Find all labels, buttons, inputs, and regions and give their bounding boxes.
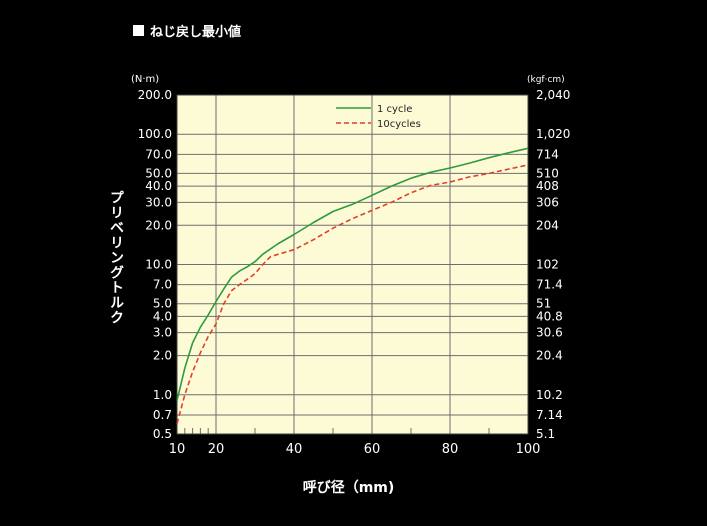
y-tick-label-right: 51 — [536, 297, 551, 311]
y-tick-label-left: 1.0 — [153, 388, 172, 402]
right-axis-unit: (kgf·cm) — [527, 75, 565, 85]
chart-title-block: ねじ戻し最小値 — [133, 21, 241, 40]
left-axis-unit: (N·m) — [131, 74, 160, 85]
y-tick-label-right: 5.1 — [536, 427, 555, 441]
y-tick-label-left: 0.5 — [153, 427, 172, 441]
x-tick-label: 20 — [208, 442, 225, 457]
plot-frame — [176, 94, 529, 435]
series-line-1 — [176, 147, 529, 401]
y-tick-label-left: 50.0 — [145, 166, 172, 180]
y-tick-label-left: 3.0 — [153, 326, 172, 340]
y-tick-label-left: 7.0 — [153, 278, 172, 292]
y-tick-label-right: 71.4 — [536, 278, 563, 292]
x-axis-label-block: 呼び径（mm) — [0, 477, 707, 497]
y-tick-label-left: 30.0 — [145, 195, 172, 209]
y-tick-label-right: 306 — [536, 195, 559, 209]
x-tick-label: 40 — [286, 442, 303, 457]
y-tick-label-right: 510 — [536, 166, 559, 180]
y-tick-label-left: 2.0 — [153, 349, 172, 363]
y-tick-label-left: 5.0 — [153, 297, 172, 311]
legend-label: 1 cycle — [377, 104, 412, 115]
y-tick-label-left: 4.0 — [153, 309, 172, 323]
y-tick-label-right: 20.4 — [536, 349, 563, 363]
y-tick-label-left: 10.0 — [145, 258, 172, 272]
y-tick-label-left: 70.0 — [145, 147, 172, 161]
y-tick-label-right: 102 — [536, 258, 559, 272]
x-tick-label: 10 — [169, 442, 186, 457]
y-axis-label: プリベリングトルク — [108, 190, 124, 325]
y-tick-label-right: 1,020 — [536, 127, 570, 141]
x-axis-label: 呼び径（mm) — [302, 480, 395, 496]
square-bullet-icon — [133, 25, 144, 36]
x-tick-label: 60 — [364, 442, 381, 457]
y-tick-label-right: 7.14 — [536, 408, 563, 422]
legend-label: 10cycles — [377, 119, 421, 130]
y-tick-label-right: 2,040 — [536, 88, 570, 102]
y-tick-label-right: 204 — [536, 218, 559, 232]
y-tick-label-right: 30.6 — [536, 326, 563, 340]
y-tick-label-right: 408 — [536, 179, 559, 193]
y-tick-label-left: 40.0 — [145, 179, 172, 193]
chart-title: ねじ戻し最小値 — [150, 25, 242, 40]
series-line-2 — [176, 164, 529, 424]
y-tick-label-left: 100.0 — [138, 127, 172, 141]
y-tick-label-left: 200.0 — [138, 88, 172, 102]
y-tick-label-right: 10.2 — [536, 388, 563, 402]
y-tick-label-left: 0.7 — [153, 408, 172, 422]
y-tick-label-right: 714 — [536, 147, 559, 161]
y-tick-label-left: 20.0 — [145, 218, 172, 232]
x-tick-label: 100 — [516, 442, 541, 457]
x-tick-label: 80 — [442, 442, 459, 457]
y-tick-label-right: 40.8 — [536, 309, 563, 323]
